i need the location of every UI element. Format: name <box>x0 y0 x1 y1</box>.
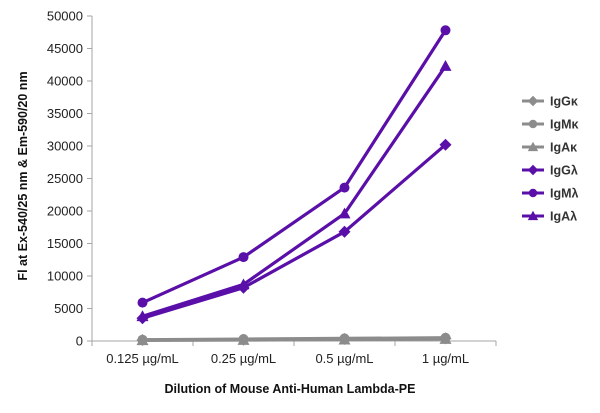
legend-label: IgAκ <box>550 141 577 155</box>
legend-entry: IgAκ <box>522 141 577 155</box>
y-tick-label: 0 <box>76 334 83 349</box>
legend-marker <box>528 188 538 198</box>
y-tick-label: 5000 <box>54 301 83 316</box>
data-point <box>136 334 149 346</box>
x-axis-title: Dilution of Mouse Anti-Human Lambda-PE <box>165 382 416 396</box>
data-point <box>439 60 452 71</box>
y-axis-title: Fl at Ex-540/25 nm & Em-590/20 nm <box>16 71 30 280</box>
x-tick-label: 0.125 µg/mL <box>106 351 179 366</box>
data-point <box>339 182 350 193</box>
y-tick-label: 25000 <box>47 171 83 186</box>
axes <box>87 15 497 346</box>
legend-entry: IgGκ <box>522 95 578 109</box>
y-tick-label: 45000 <box>47 41 83 56</box>
data-point <box>439 138 452 151</box>
data-point <box>440 25 451 36</box>
series-line <box>141 29 447 305</box>
legend-entry: IgMλ <box>522 187 579 201</box>
legend-marker <box>527 141 539 152</box>
data-point <box>238 252 249 263</box>
legend-marker <box>528 119 538 129</box>
series-5 <box>136 60 452 322</box>
y-tick-label: 10000 <box>47 269 83 284</box>
x-tick-label: 0.5 µg/mL <box>315 351 373 366</box>
series-line <box>142 337 446 342</box>
legend-entry: IgGλ <box>522 164 578 178</box>
data-point <box>137 297 148 308</box>
legend-marker <box>527 95 539 107</box>
data-point <box>237 278 250 290</box>
x-tick-labels: 0.125 µg/mL 0.25 µg/mL 0.5 µg/mL 1 µg/mL <box>106 351 469 366</box>
series-3 <box>136 138 452 325</box>
series-layer <box>136 25 452 347</box>
data-point <box>237 334 250 345</box>
data-point <box>439 333 452 344</box>
legend-marker <box>527 210 539 221</box>
x-tick-label: 1 µg/mL <box>422 351 469 366</box>
legend-entry: IgAλ <box>522 210 577 224</box>
data-point <box>136 310 149 322</box>
data-point <box>338 207 351 219</box>
data-point <box>338 225 351 238</box>
legend-label: IgMκ <box>550 118 579 132</box>
series-line <box>142 143 447 320</box>
series-line <box>142 65 447 318</box>
y-tick-label: 30000 <box>47 139 83 154</box>
series-2 <box>136 333 452 346</box>
data-point <box>338 333 351 345</box>
y-tick-label: 35000 <box>47 106 83 121</box>
y-tick-label: 20000 <box>47 204 83 219</box>
x-tick-label: 0.25 µg/mL <box>211 351 276 366</box>
legend: IgGκ IgMκ IgAκ IgGλ IgMλ IgAλ <box>522 95 579 224</box>
y-tick-label: 15000 <box>47 236 83 251</box>
legend-label: IgGκ <box>550 95 578 109</box>
y-tick-label: 50000 <box>47 9 83 24</box>
legend-label: IgMλ <box>550 187 579 201</box>
series-4 <box>137 25 451 308</box>
legend-label: IgAλ <box>550 210 577 224</box>
legend-marker <box>527 164 539 176</box>
y-tick-labels: 0 5000 10000 15000 20000 25000 30000 35000 40000… <box>47 9 83 349</box>
legend-label: IgGλ <box>550 164 578 178</box>
y-tick-label: 40000 <box>47 74 83 89</box>
legend-entry: IgMκ <box>522 118 579 132</box>
